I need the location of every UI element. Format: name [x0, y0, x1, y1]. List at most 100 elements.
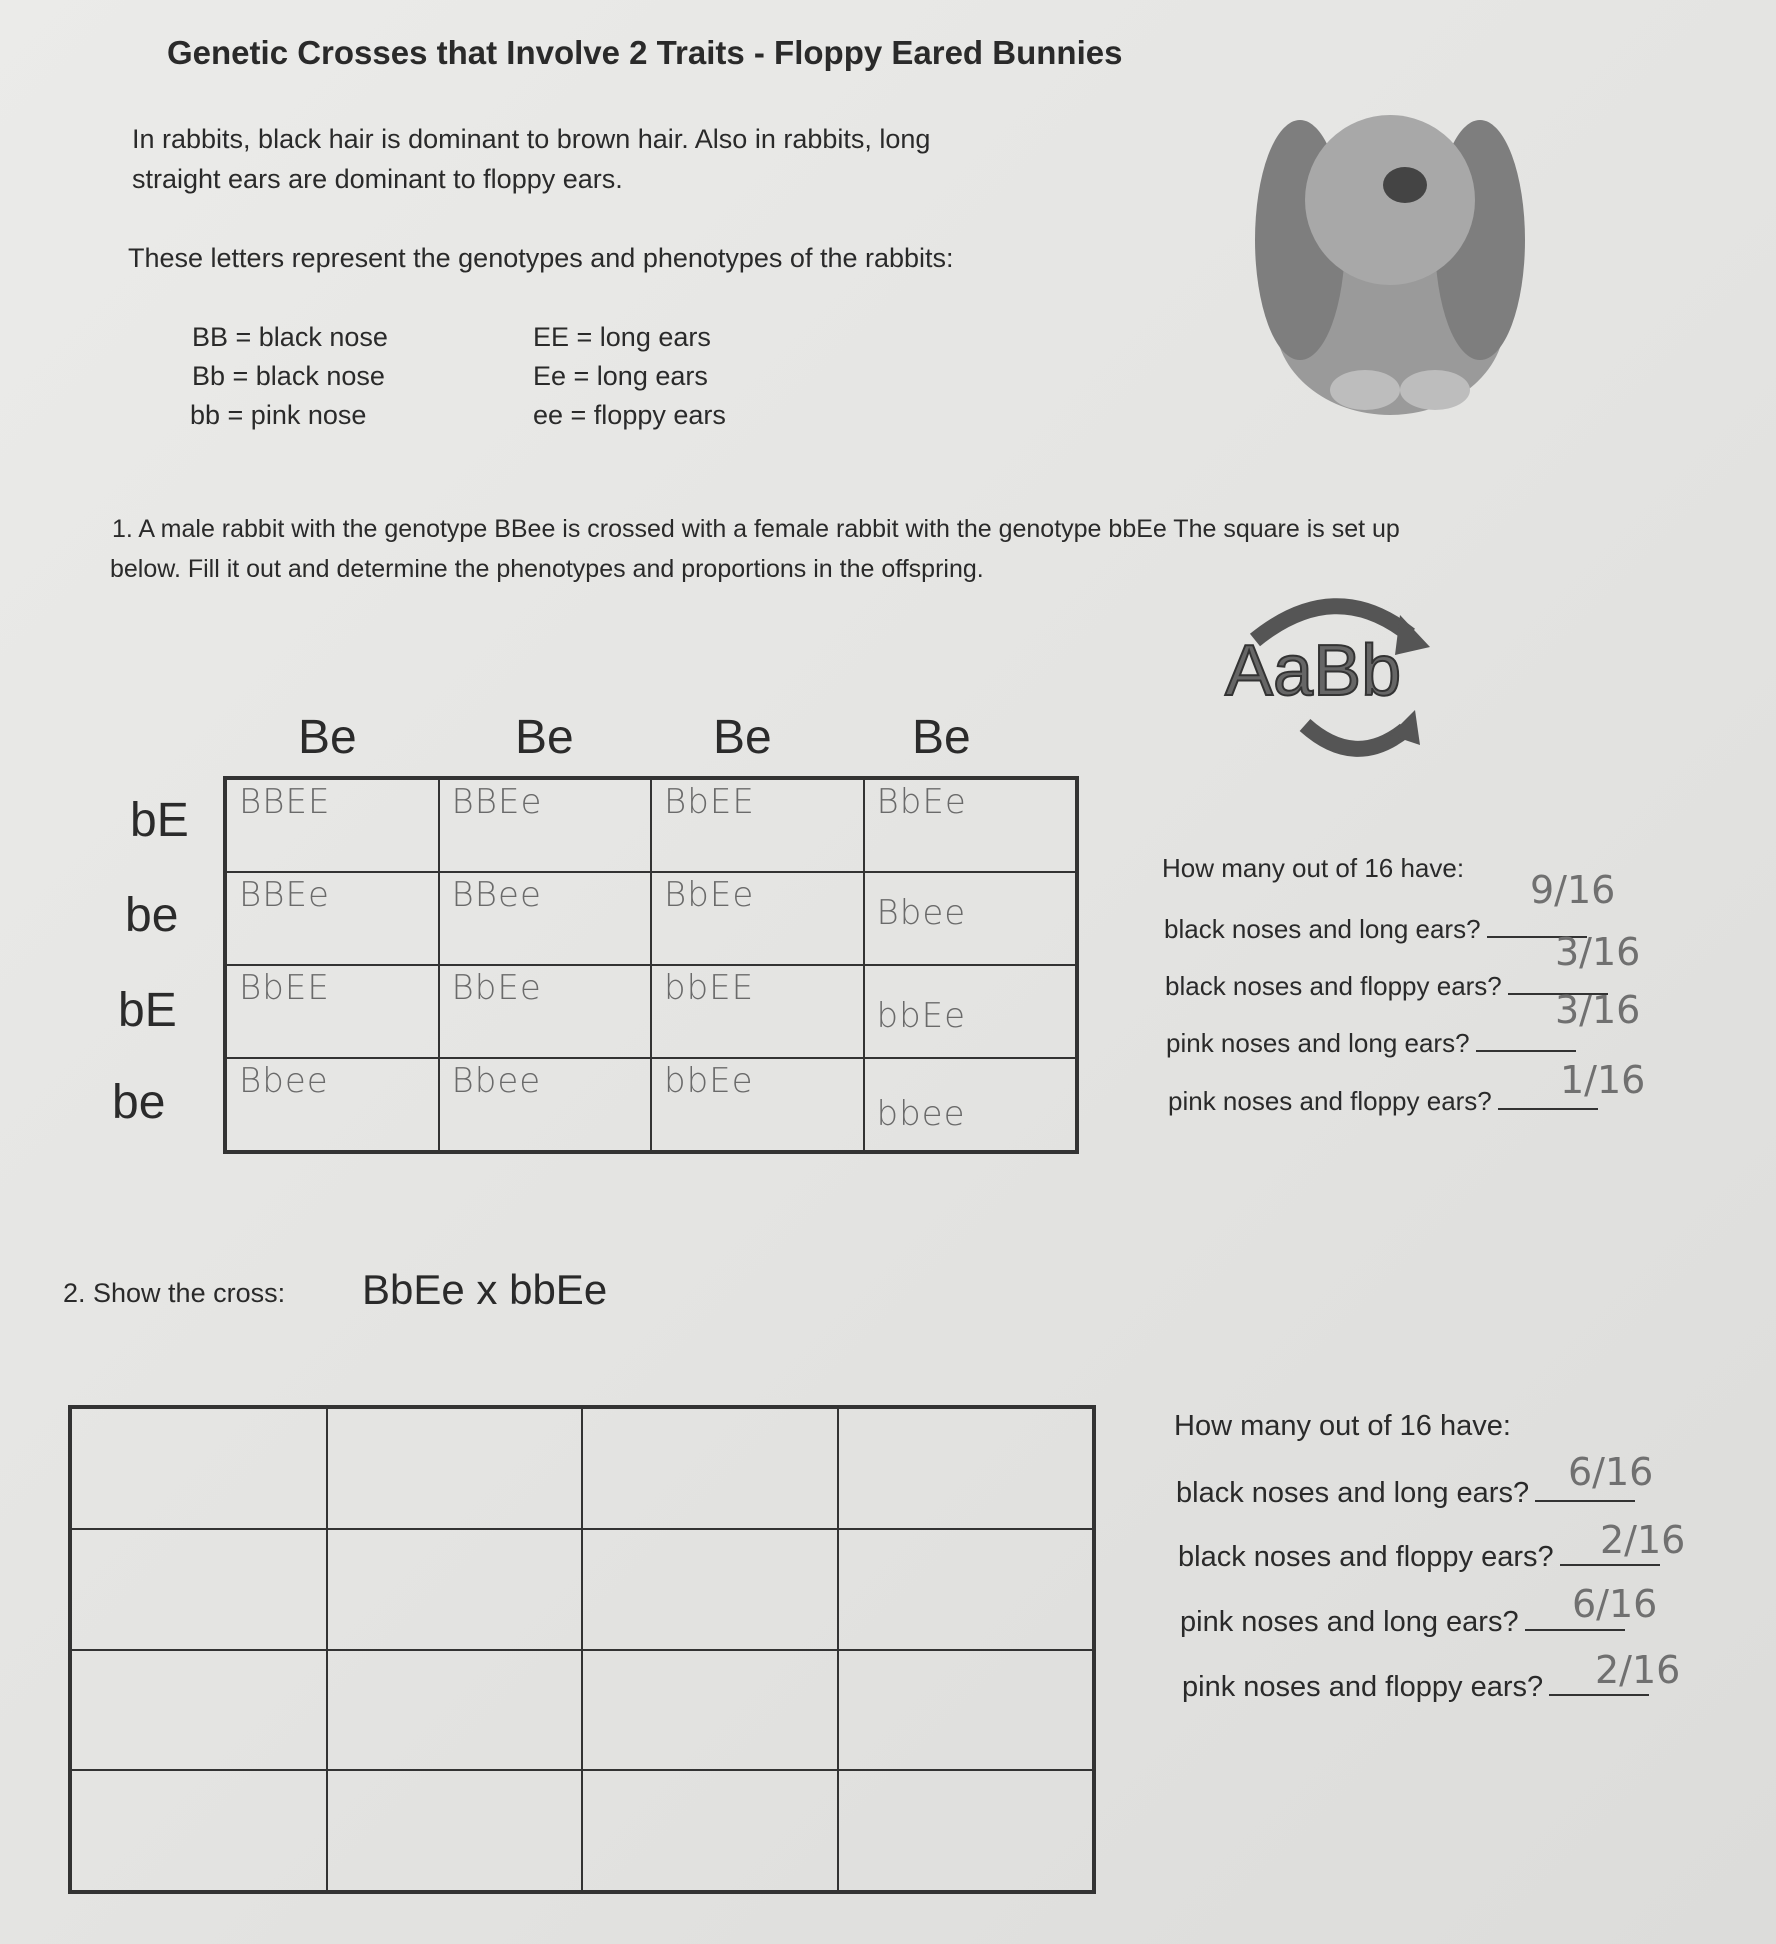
q1-question-3: pink noses and long ears? [1166, 1024, 1576, 1059]
question-label: pink noses and long ears? [1166, 1028, 1470, 1058]
q2-answer-4: 2/16 [1595, 1648, 1681, 1692]
question-label: pink noses and long ears? [1180, 1606, 1519, 1638]
punnett-cell[interactable] [71, 1528, 327, 1650]
question-label: black noses and floppy ears? [1178, 1541, 1554, 1573]
answer-blank[interactable] [1535, 1474, 1636, 1502]
cell-genotype: BBEe [239, 875, 330, 915]
punnett-cell[interactable]: bbEe [863, 965, 1076, 1058]
q2-question-1: black noses and long ears? [1176, 1474, 1636, 1510]
punnett-cell[interactable] [837, 1408, 1093, 1529]
q1-question-header: How many out of 16 have: [1162, 853, 1465, 883]
punnett-cell[interactable] [326, 1649, 582, 1771]
cell-genotype: Bbee [876, 893, 967, 933]
q1-answer-4: 1/16 [1560, 1058, 1646, 1102]
q1-text-line-1: 1. A male rabbit with the genotype BBee … [112, 515, 1400, 543]
punnett-cell[interactable]: BBEe [438, 779, 651, 872]
cell-genotype: BBEe [451, 782, 543, 822]
q1-question-1: black noses and long ears? [1164, 910, 1587, 945]
punnett-cell[interactable]: BbEe [438, 965, 651, 1058]
punnett-cell[interactable] [837, 1649, 1093, 1771]
punnett-cell[interactable]: Bbee [438, 1058, 651, 1151]
punnett-cell[interactable] [582, 1528, 838, 1650]
answer-blank[interactable] [1524, 1603, 1625, 1631]
cell-genotype: BbEe [664, 875, 755, 915]
cell-genotype: BbEe [876, 782, 967, 822]
punnett-square-2 [68, 1405, 1096, 1894]
key-ears-1: EE = long ears [533, 322, 711, 352]
col-header-4: Be [912, 711, 971, 764]
punnett-cell[interactable] [71, 1649, 327, 1771]
answer-blank[interactable] [1475, 1024, 1576, 1052]
cell-genotype: BBee [451, 875, 542, 915]
answer-blank[interactable] [1559, 1538, 1660, 1566]
worksheet-title: Genetic Crosses that Involve 2 Traits - … [167, 34, 1123, 71]
answer-blank[interactable] [1486, 910, 1587, 938]
punnett-cell[interactable]: BbEE [651, 779, 864, 872]
punnett-cell[interactable]: BBee [438, 872, 651, 965]
q1-answer-1: 9/16 [1530, 868, 1616, 912]
logo-text: AaBb [1225, 631, 1401, 711]
punnett-cell[interactable] [326, 1408, 582, 1529]
punnett-cell[interactable]: BbEe [651, 872, 864, 965]
cell-genotype: BBEE [239, 782, 331, 822]
answer-blank[interactable] [1549, 1668, 1650, 1696]
punnett-cell[interactable] [71, 1408, 327, 1529]
punnett-cell[interactable] [326, 1528, 582, 1650]
q1-question-2: black noses and floppy ears? [1165, 967, 1608, 1002]
punnett-cell[interactable]: BBEe [226, 872, 439, 965]
answer-blank[interactable] [1497, 1082, 1598, 1110]
question-label: black noses and long ears? [1176, 1477, 1530, 1509]
punnett-cell[interactable] [582, 1408, 838, 1529]
punnett-cell[interactable]: bbEe [651, 1058, 864, 1151]
key-intro: These letters represent the genotypes an… [128, 243, 954, 273]
cell-genotype: BbEE [664, 782, 755, 822]
q2-question-header: How many out of 16 have: [1174, 1410, 1511, 1442]
q2-cross: BbEe x bbEe [362, 1266, 608, 1313]
q1-text-line-2: below. Fill it out and determine the phe… [110, 555, 984, 583]
row-header-1: bE [130, 794, 189, 847]
punnett-cell[interactable] [71, 1770, 327, 1891]
aabb-logo: AaBb [1224, 598, 1430, 757]
punnett-cell[interactable] [837, 1528, 1093, 1650]
col-header-2: Be [515, 711, 574, 764]
punnett-cell[interactable]: BBEE [226, 779, 439, 872]
row-header-3: bE [118, 984, 177, 1037]
q2-answer-1: 6/16 [1568, 1450, 1654, 1494]
cell-genotype: bbEE [664, 968, 755, 1008]
punnett-cell[interactable]: BbEe [863, 779, 1076, 872]
key-nose-1: BB = black nose [192, 322, 388, 352]
cell-genotype: BbEE [239, 968, 330, 1008]
punnett-cell[interactable]: bbEE [651, 965, 864, 1058]
punnett-cell[interactable] [326, 1770, 582, 1891]
q2-question-2: black noses and floppy ears? [1178, 1538, 1660, 1574]
row-header-2: be [125, 889, 179, 942]
punnett-cell[interactable] [582, 1649, 838, 1771]
cell-genotype: bbEe [664, 1061, 754, 1101]
punnett-cell[interactable]: bbee [863, 1058, 1076, 1151]
intro-line-2: straight ears are dominant to floppy ear… [132, 164, 623, 194]
intro-line-1: In rabbits, black hair is dominant to br… [132, 124, 931, 154]
q2-question-4: pink noses and floppy ears? [1182, 1668, 1650, 1704]
q1-answer-2: 3/16 [1555, 930, 1641, 974]
q1-answer-3: 3/16 [1555, 988, 1641, 1032]
punnett-cell[interactable] [837, 1770, 1093, 1891]
q1-question-4: pink noses and floppy ears? [1168, 1082, 1598, 1117]
cell-genotype: bbee [876, 1094, 966, 1134]
col-header-3: Be [713, 711, 772, 764]
col-header-1: Be [298, 711, 357, 764]
punnett-cell[interactable]: Bbee [226, 1058, 439, 1151]
cell-genotype: Bbee [451, 1061, 542, 1101]
punnett-cell[interactable] [582, 1770, 838, 1891]
key-nose-3: bb = pink nose [190, 400, 367, 430]
bunny-image [1255, 115, 1525, 415]
key-ears-2: Ee = long ears [533, 361, 708, 391]
question-label: pink noses and floppy ears? [1168, 1086, 1492, 1116]
question-label: black noses and long ears? [1164, 914, 1481, 944]
cell-genotype: bbEe [876, 996, 967, 1036]
q2-label: 2. Show the cross: [63, 1278, 286, 1308]
punnett-cell[interactable]: BbEE [226, 965, 439, 1058]
cell-genotype: BbEe [451, 968, 542, 1008]
punnett-square-1: BBEE BBEe BbEE BbEe BBEe BBee BbEe Bbee … [223, 776, 1079, 1154]
answer-blank[interactable] [1507, 967, 1608, 995]
punnett-cell[interactable]: Bbee [863, 872, 1076, 965]
